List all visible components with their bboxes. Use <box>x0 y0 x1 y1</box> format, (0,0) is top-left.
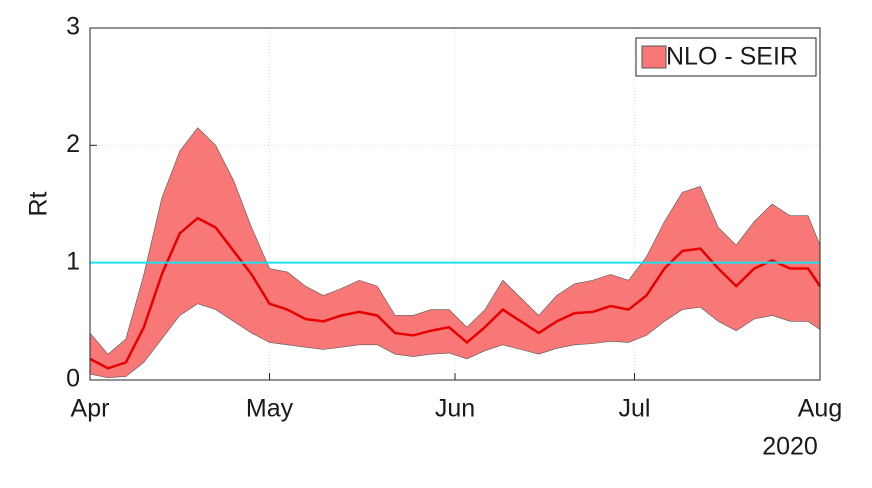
y-axis-label: Rt <box>25 191 53 216</box>
y-tick-label: 3 <box>66 13 80 41</box>
x-tick-label: Aug <box>798 395 842 423</box>
x-tick-label: May <box>246 395 294 423</box>
x-tick-label: Jul <box>619 395 651 423</box>
y-tick-label: 1 <box>66 247 80 275</box>
legend-label: NLO - SEIR <box>666 43 798 71</box>
y-tick-label: 0 <box>66 365 80 393</box>
x-tick-label: Jun <box>435 395 475 423</box>
y-tick-label: 2 <box>66 130 80 158</box>
mean-line <box>89 216 822 370</box>
x-axis-note: 2020 <box>762 433 818 461</box>
legend-swatch <box>641 45 667 69</box>
x-tick-label: Apr <box>71 395 110 423</box>
axes-box <box>89 27 821 381</box>
